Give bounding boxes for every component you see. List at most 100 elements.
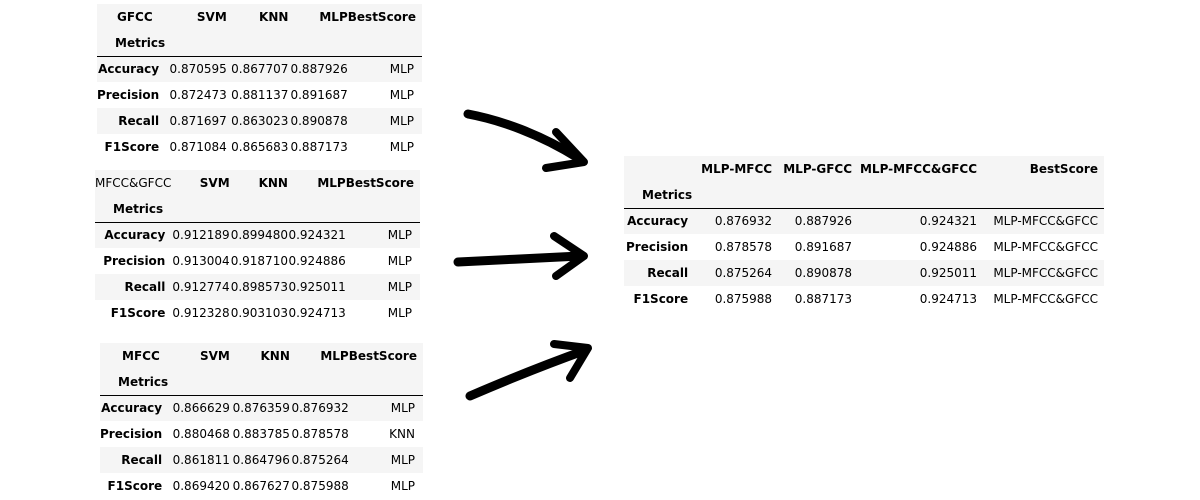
column-header: BestScore xyxy=(1029,162,1098,176)
cell: MLP xyxy=(387,228,412,243)
row-label: Precision xyxy=(97,88,160,102)
hand-drawn-arrow-right-icon xyxy=(453,232,588,280)
column-header: KNN xyxy=(258,176,288,190)
cell: 0.890878 xyxy=(290,114,348,128)
column-header: BestScore xyxy=(348,349,417,363)
table-row: F1Score 0.875988 0.887173 0.924713 MLP-M… xyxy=(624,286,1104,312)
cell: 0.875264 xyxy=(291,453,349,467)
cell: 0.899480 xyxy=(230,228,288,243)
cell: 0.867627 xyxy=(232,479,290,493)
table-row: Accuracy 0.912189 0.899480 0.924321 MLP xyxy=(95,222,420,248)
column-header: SVM xyxy=(199,176,230,190)
cell: 0.890878 xyxy=(794,266,853,280)
row-label: Recall xyxy=(121,453,163,467)
column-header: MLP xyxy=(317,176,346,190)
column-header: MLP xyxy=(319,10,348,24)
table-row: Accuracy 0.870595 0.867707 0.887926 MLP xyxy=(97,56,422,82)
row-label: Accuracy xyxy=(627,214,689,229)
cell: MLP xyxy=(390,401,415,416)
cell: MLP xyxy=(387,306,412,320)
cell: 0.924713 xyxy=(288,306,346,320)
index-label: Metrics xyxy=(642,187,693,202)
row-label: Precision xyxy=(103,254,166,268)
cell: 0.875988 xyxy=(291,479,349,493)
cell: 0.875988 xyxy=(714,292,773,306)
column-header: SVM xyxy=(196,10,227,24)
table-row: Recall 0.875264 0.890878 0.925011 MLP-MF… xyxy=(624,260,1104,286)
hand-drawn-arrow-right-down-icon xyxy=(463,109,588,172)
table-row: Precision 0.872473 0.881137 0.891687 MLP xyxy=(97,82,422,108)
row-label: F1Score xyxy=(633,292,689,306)
cell: 0.861811 xyxy=(172,453,230,467)
row-label: Accuracy xyxy=(101,401,163,416)
cell: MLP-MFCC&GFCC xyxy=(993,240,1098,254)
row-label: F1Score xyxy=(110,306,166,320)
cell: 0.876932 xyxy=(714,214,773,229)
cell: 0.883785 xyxy=(232,427,290,441)
cell: 0.912328 xyxy=(172,306,230,320)
row-label: F1Score xyxy=(104,140,160,154)
gfcc-table: GFCC SVM KNN MLP BestScore Metrics Accur… xyxy=(97,4,422,160)
cell: 0.887173 xyxy=(794,292,853,306)
column-header: MLP xyxy=(320,349,349,363)
cell: 0.925011 xyxy=(288,280,346,294)
cell: 0.913004 xyxy=(172,254,230,268)
cell: 0.867707 xyxy=(231,62,289,77)
table-name: MFCC&GFCC xyxy=(95,176,172,190)
cell: 0.876932 xyxy=(291,401,349,416)
cell: 0.872473 xyxy=(169,88,227,102)
table-row: Recall 0.912774 0.898573 0.925011 MLP xyxy=(95,274,420,300)
cell: 0.869420 xyxy=(172,479,230,493)
table-row: Accuracy 0.876932 0.887926 0.924321 MLP-… xyxy=(624,208,1104,234)
column-header: SVM xyxy=(200,349,230,363)
table-row: Accuracy 0.866629 0.876359 0.876932 MLP xyxy=(100,395,423,421)
cell: MLP xyxy=(389,62,414,77)
cell: 0.863023 xyxy=(231,114,289,128)
row-label: Accuracy xyxy=(104,228,166,243)
cell: 0.871084 xyxy=(169,140,227,154)
mfcc-gfcc-table: MFCC&GFCC SVM KNN MLP BestScore Metrics … xyxy=(95,170,420,326)
row-label: Recall xyxy=(647,266,689,280)
table-row: Precision 0.880468 0.883785 0.878578 KNN xyxy=(100,421,423,447)
cell: MLP xyxy=(390,453,415,467)
cell: 0.875264 xyxy=(714,266,773,280)
mfcc-table: MFCC SVM KNN MLP BestScore Metrics Accur… xyxy=(100,343,423,499)
cell: 0.866629 xyxy=(172,401,230,416)
table-row: Precision 0.913004 0.918710 0.924886 MLP xyxy=(95,248,420,274)
row-label: Recall xyxy=(118,114,160,128)
cell: MLP xyxy=(387,254,412,268)
cell: MLP xyxy=(389,88,414,102)
cell: 0.878578 xyxy=(291,427,349,441)
index-label: Metrics xyxy=(118,374,169,389)
cell: 0.876359 xyxy=(232,401,290,416)
cell: MLP xyxy=(390,479,415,493)
cell: MLP xyxy=(387,280,412,294)
column-header: BestScore xyxy=(347,10,416,24)
cell: 0.918710 xyxy=(230,254,288,268)
cell: 0.891687 xyxy=(794,240,853,254)
cell: 0.912774 xyxy=(172,280,230,294)
table-row: Recall 0.861811 0.864796 0.875264 MLP xyxy=(100,447,423,473)
column-header: KNN xyxy=(260,349,290,363)
column-header: KNN xyxy=(259,10,289,24)
cell: 0.924886 xyxy=(919,240,978,254)
index-label: Metrics xyxy=(113,201,164,216)
cell: 0.865683 xyxy=(231,140,289,154)
table-name: MFCC xyxy=(122,349,160,363)
cell: 0.924886 xyxy=(288,254,346,268)
cell: MLP xyxy=(389,140,414,154)
hand-drawn-arrow-right-up-icon xyxy=(465,340,592,401)
table-name xyxy=(624,156,692,182)
cell: 0.864796 xyxy=(232,453,290,467)
table-row: F1Score 0.912328 0.903103 0.924713 MLP xyxy=(95,300,420,326)
cell: MLP xyxy=(389,114,414,128)
column-header: MLP-MFCC xyxy=(701,162,773,176)
column-header: MLP-GFCC xyxy=(783,162,853,176)
row-label: Precision xyxy=(100,427,163,441)
cell: 0.871697 xyxy=(169,114,227,128)
summary-table: MLP-MFCC MLP-GFCC MLP-MFCC&GFCC BestScor… xyxy=(624,156,1104,312)
cell: MLP-MFCC&GFCC xyxy=(993,292,1098,306)
table-row: F1Score 0.871084 0.865683 0.887173 MLP xyxy=(97,134,422,160)
cell: 0.880468 xyxy=(172,427,230,441)
cell: 0.924321 xyxy=(288,228,346,243)
